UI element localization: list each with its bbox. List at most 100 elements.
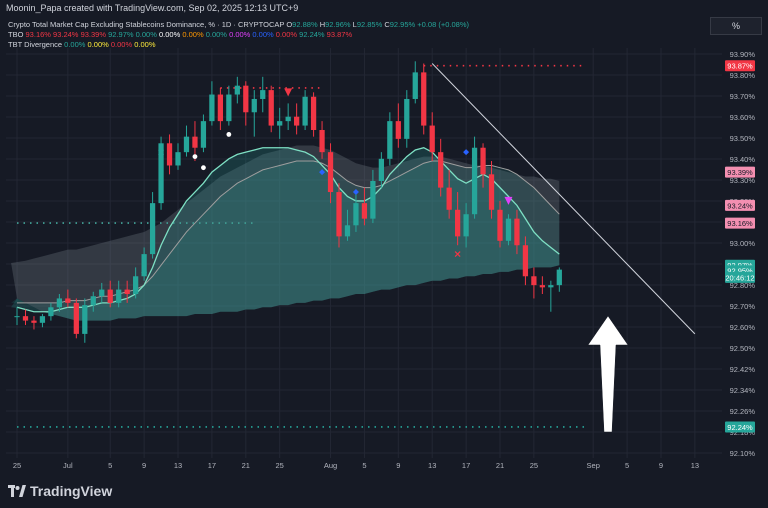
price-label-bg (725, 421, 755, 433)
candle[interactable] (48, 302, 54, 321)
candle[interactable] (209, 81, 215, 126)
footer-logo[interactable]: TradingView (8, 483, 112, 500)
candle-body (192, 136, 198, 148)
indicator-value: 92.24% (297, 30, 325, 39)
candle[interactable] (141, 247, 147, 281)
candle[interactable] (277, 107, 283, 139)
candle[interactable] (183, 125, 190, 157)
candle[interactable] (294, 103, 300, 135)
tbo-slow-line (17, 160, 560, 304)
candle[interactable] (166, 134, 173, 175)
candle[interactable] (497, 200, 503, 248)
candle-body (149, 203, 156, 255)
legend-tbo[interactable]: TBO 93.16% 93.24% 93.39% 92.97% 0.00% 0.… (8, 30, 469, 40)
candle[interactable] (344, 209, 351, 241)
candle[interactable] (65, 289, 71, 308)
x-tick-label: 21 (496, 461, 504, 470)
candle-body (268, 90, 274, 126)
arrow-annotation[interactable] (587, 315, 629, 433)
indicator-value: 93.39% (78, 30, 107, 39)
candle[interactable] (268, 85, 274, 133)
candle[interactable] (336, 183, 342, 248)
candle[interactable] (22, 309, 29, 326)
candle[interactable] (370, 169, 376, 224)
candles[interactable] (14, 61, 562, 343)
candle[interactable] (116, 280, 122, 308)
candle[interactable] (39, 313, 46, 328)
candle[interactable] (395, 103, 401, 148)
candle[interactable] (217, 87, 224, 130)
candle[interactable] (90, 291, 96, 312)
candle[interactable] (302, 90, 308, 130)
candle[interactable] (226, 85, 232, 126)
candle[interactable] (378, 152, 384, 188)
percent-scale-button[interactable]: % (710, 17, 762, 35)
candle[interactable] (471, 136, 478, 219)
candle[interactable] (310, 92, 317, 137)
candle[interactable] (285, 103, 291, 130)
indicator-value: 0.00% (108, 40, 133, 49)
candle[interactable] (556, 267, 562, 292)
legend-main-series[interactable]: Crypto Total Market Cap Excluding Stable… (8, 20, 469, 30)
candle[interactable] (429, 112, 435, 162)
candle[interactable] (327, 143, 334, 204)
candle[interactable] (149, 192, 156, 259)
candle[interactable] (421, 63, 427, 135)
candle-body (183, 136, 190, 153)
candle[interactable] (243, 81, 249, 126)
candle[interactable] (56, 294, 63, 312)
x-tick-label: 17 (208, 461, 216, 470)
candle[interactable] (353, 192, 359, 232)
price-label-bg (725, 271, 755, 283)
x-axis[interactable]: 25 Jul 5 9 13 17 21 25 Aug 5 9 13 17 21 25 Sep 5 9 13 (13, 461, 699, 470)
triangle-down-icon (504, 196, 513, 205)
candle[interactable] (124, 280, 130, 303)
legend-tbt-divergence[interactable]: TBT Divergence 0.00% 0.00% 0.00% 0.00% (8, 40, 469, 50)
white-arrow-icon[interactable] (587, 315, 629, 433)
candle[interactable] (107, 280, 113, 308)
price-label-bg (725, 60, 755, 72)
candle[interactable] (505, 214, 512, 246)
x-tick-label: Sep (587, 461, 600, 470)
y-tick-label: 93.90% (730, 50, 756, 59)
candle[interactable] (531, 267, 537, 299)
candle[interactable] (158, 136, 164, 210)
candle[interactable] (455, 192, 461, 246)
candle[interactable] (480, 143, 486, 188)
candle[interactable] (99, 282, 105, 303)
candle[interactable] (31, 316, 37, 330)
candle-body (344, 225, 351, 237)
candle[interactable] (361, 187, 368, 226)
trendline[interactable] (431, 63, 696, 335)
candle[interactable] (73, 298, 79, 339)
candle[interactable] (200, 114, 207, 153)
candle[interactable] (82, 298, 88, 343)
candle[interactable] (404, 90, 410, 148)
candle-body (327, 152, 334, 193)
candle[interactable] (548, 280, 554, 312)
candle[interactable] (234, 76, 240, 104)
ohlc-value: 92.85% (356, 20, 383, 29)
candle[interactable] (446, 169, 452, 219)
indicator-value: 0.00% (203, 30, 227, 39)
candle[interactable] (319, 121, 325, 159)
candle[interactable] (463, 203, 469, 248)
candle[interactable] (438, 138, 444, 197)
x-tick-label: 13 (428, 461, 436, 470)
candle[interactable] (412, 61, 418, 104)
candle[interactable] (133, 267, 139, 299)
candle[interactable] (488, 161, 495, 219)
indicator-value: 0.00% (64, 40, 86, 49)
candle[interactable] (260, 76, 266, 113)
candle[interactable] (175, 143, 181, 170)
candle[interactable] (14, 307, 20, 326)
candle[interactable] (387, 112, 393, 166)
candle[interactable] (539, 276, 545, 294)
candle[interactable] (514, 209, 520, 255)
candle[interactable] (522, 236, 529, 286)
price-label: 93.39% (725, 166, 755, 178)
y-tick-label: 92.60% (730, 323, 756, 332)
candle[interactable] (251, 90, 257, 137)
y-tick-label: 93.80% (730, 71, 756, 80)
